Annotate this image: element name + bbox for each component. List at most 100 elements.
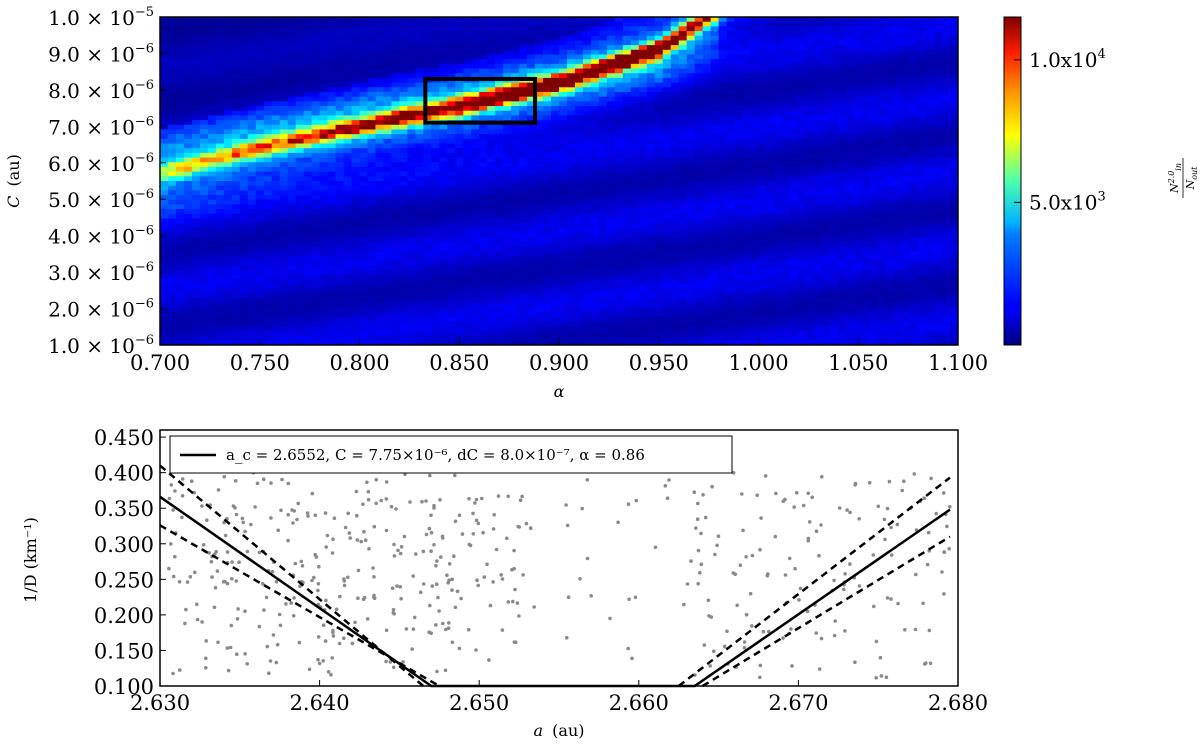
heatmap-cell (902, 35, 911, 41)
heatmap-cell (455, 199, 464, 205)
heatmap-cell (598, 77, 608, 83)
heatmap-cell (391, 157, 400, 163)
heatmap-cell (702, 213, 712, 219)
heatmap-cell (439, 101, 448, 107)
heatmap-cell (790, 204, 799, 210)
heatmap-cell (590, 134, 600, 140)
heatmap-cell (559, 82, 568, 88)
heatmap-cell (447, 124, 456, 130)
heatmap-cell (359, 59, 368, 65)
heatmap-cell (598, 120, 608, 126)
heatmap-cell (598, 204, 608, 210)
heatmap-cell (519, 237, 528, 243)
heatmap-cell (606, 21, 616, 27)
heatmap-cell (463, 195, 472, 201)
heatmap-cell (311, 181, 320, 187)
heatmap-cell (343, 129, 352, 135)
heatmap-cell (886, 185, 895, 191)
heatmap-cell (351, 152, 360, 158)
heatmap-cell (710, 129, 719, 135)
heatmap-cell (351, 96, 360, 102)
heatmap-cell (934, 181, 943, 187)
heatmap-cell (503, 241, 512, 247)
heatmap-cell (335, 35, 344, 41)
heatmap-cell (838, 87, 847, 93)
heatmap-cell (471, 176, 480, 182)
heatmap-cell (455, 176, 464, 182)
heatmap-cell (766, 171, 775, 177)
heatmap-cell (678, 134, 688, 140)
heatmap-cell (311, 124, 320, 130)
heatmap-cell (391, 209, 400, 215)
heatmap-cell (175, 129, 185, 135)
heatmap-cell (287, 106, 297, 112)
heatmap-cell (830, 185, 839, 191)
heatmap-cell (327, 166, 336, 173)
heatmap-cell (175, 162, 185, 168)
heatmap-cell (670, 232, 680, 238)
heatmap-cell (535, 124, 544, 130)
heatmap-cell (207, 166, 217, 173)
heatmap-cell (479, 101, 488, 107)
heatmap-cell (175, 181, 185, 187)
heatmap-cell (455, 181, 464, 187)
heatmap-cell (295, 176, 305, 182)
heatmap-cell (750, 96, 759, 102)
heatmap-cell (239, 101, 249, 107)
heatmap-cell (710, 190, 719, 196)
heatmap-cell (590, 190, 600, 196)
heatmap-cell (423, 45, 432, 51)
heatmap-cell (894, 246, 903, 252)
heatmap-cell (487, 87, 496, 93)
heatmap-cell (774, 106, 783, 112)
heatmap-cell (247, 241, 257, 247)
heatmap-cell (902, 21, 911, 27)
heatmap-cell (295, 59, 305, 65)
heatmap-cell (343, 204, 352, 210)
heatmap-cell (431, 49, 440, 55)
heatmap-cell (559, 31, 568, 37)
heatmap-cell (638, 96, 648, 102)
heatmap-cell (351, 45, 360, 51)
heatmap-cell (383, 106, 392, 112)
heatmap-cell (886, 227, 895, 233)
heatmap-cell (391, 138, 400, 144)
heatmap-cell (167, 143, 177, 149)
heatmap-cell (503, 166, 512, 173)
heatmap-cell (926, 176, 935, 182)
heatmap-cell (758, 241, 767, 247)
heatmap-cell (215, 185, 225, 191)
heatmap-cell (223, 129, 233, 135)
heatmap-cell (918, 232, 927, 238)
heatmap-cell (622, 35, 632, 41)
heatmap-cell (830, 190, 839, 196)
heatmap-cell (870, 190, 879, 196)
heatmap-cell (806, 120, 815, 126)
heatmap-cell (854, 209, 863, 215)
heatmap-cell (239, 54, 249, 60)
heatmap-cell (846, 185, 855, 191)
heatmap-cell (878, 204, 887, 210)
heatmap-cell (934, 218, 943, 224)
heatmap-cell (367, 171, 376, 177)
heatmap-cell (535, 120, 544, 126)
heatmap-cell (950, 171, 959, 177)
heatmap-cell (670, 91, 680, 98)
heatmap-cell (814, 110, 823, 116)
heatmap-cell (391, 237, 400, 243)
heatmap-cell (399, 166, 408, 173)
heatmap-cell (503, 209, 512, 215)
heatmap-cell (160, 190, 169, 196)
heatmap-cell (814, 166, 823, 173)
heatmap-cell (247, 54, 257, 60)
heatmap-cell (271, 45, 281, 51)
heatmap-cell (279, 227, 289, 233)
heatmap-cell (311, 115, 320, 121)
heatmap-cell (830, 68, 839, 74)
heatmap-cell (822, 49, 831, 55)
heatmap-cell (726, 26, 735, 32)
heatmap-cell (487, 218, 496, 224)
heatmap-cell (806, 26, 815, 32)
heatmap-cell (614, 17, 624, 23)
heatmap-cell (223, 49, 233, 55)
